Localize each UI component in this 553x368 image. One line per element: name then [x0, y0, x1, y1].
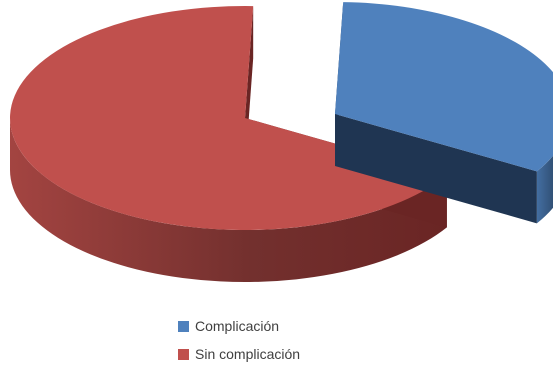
slice-1-top [10, 5, 447, 231]
slice-0-cut-face-1 [335, 114, 537, 224]
slice-0-outer-wall [536, 155, 553, 224]
legend-label-sin-complicacion: Sin complicación [195, 346, 301, 362]
legend-item-sin-complicacion: Sin complicación [178, 340, 300, 368]
legend-swatch-complicacion [178, 320, 189, 332]
legend-label-complicacion: Complicación [195, 318, 280, 334]
legend-item-complicacion: Complicación [178, 312, 300, 340]
slice-0-top [335, 2, 553, 172]
legend-swatch-sin-complicacion [178, 348, 189, 360]
slice-1-outer-wall [10, 118, 447, 282]
legend: Complicación Sin complicación [178, 312, 300, 368]
